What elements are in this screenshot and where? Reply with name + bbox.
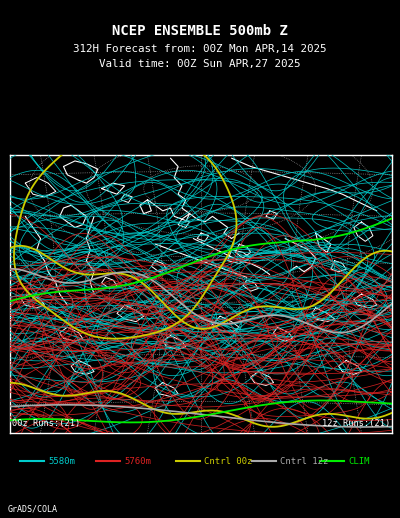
Text: CLIM: CLIM <box>348 456 370 466</box>
Text: Cntrl 00z: Cntrl 00z <box>204 456 252 466</box>
Text: Cntrl 12z: Cntrl 12z <box>280 456 328 466</box>
Text: 5760m: 5760m <box>124 456 151 466</box>
Text: 00z Runs:(21): 00z Runs:(21) <box>12 420 80 428</box>
Text: NCEP ENSEMBLE 500mb Z: NCEP ENSEMBLE 500mb Z <box>112 24 288 38</box>
Text: Valid time: 00Z Sun APR,27 2025: Valid time: 00Z Sun APR,27 2025 <box>99 59 301 69</box>
Text: 5580m: 5580m <box>48 456 75 466</box>
Text: 12z Runs:(21): 12z Runs:(21) <box>322 420 390 428</box>
Text: GrADS/COLA: GrADS/COLA <box>8 504 58 513</box>
Text: 312H Forecast from: 00Z Mon APR,14 2025: 312H Forecast from: 00Z Mon APR,14 2025 <box>73 44 327 54</box>
